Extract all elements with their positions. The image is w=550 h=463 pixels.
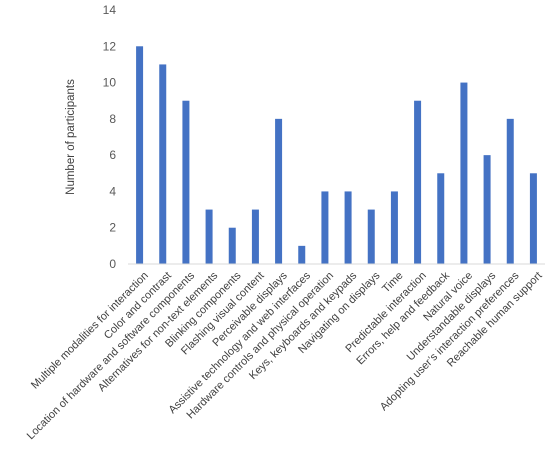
bar	[483, 155, 491, 264]
y-tick-label: 12	[103, 39, 117, 53]
bar	[298, 245, 306, 264]
y-axis-label: Number of participants	[65, 79, 77, 195]
bar	[506, 118, 514, 264]
bar	[414, 100, 422, 264]
bar	[529, 173, 537, 264]
bar	[437, 173, 445, 264]
x-category-label: Location of hardware and software compon…	[25, 269, 198, 442]
bar	[159, 64, 167, 264]
bar	[182, 100, 190, 264]
y-axis-ticks: 0 2 4 6 8 10 12 14	[103, 3, 117, 271]
bar	[228, 227, 236, 264]
y-tick-label: 10	[103, 76, 117, 90]
bar	[344, 191, 352, 264]
bar	[205, 209, 213, 264]
bar	[275, 118, 283, 264]
bar	[390, 191, 398, 264]
x-axis-category-labels: Multiple modalities for interactionColor…	[25, 269, 545, 442]
bar	[136, 46, 144, 265]
y-tick-label: 6	[109, 148, 116, 162]
bar	[321, 191, 329, 264]
bar	[367, 209, 375, 264]
y-tick-label: 8	[109, 112, 116, 126]
bar	[251, 209, 259, 264]
y-tick-label: 2	[109, 221, 116, 235]
y-tick-label: 0	[109, 257, 116, 271]
y-tick-label: 14	[103, 3, 117, 17]
bar	[460, 82, 468, 264]
y-tick-label: 4	[109, 184, 116, 198]
bars	[136, 46, 537, 265]
